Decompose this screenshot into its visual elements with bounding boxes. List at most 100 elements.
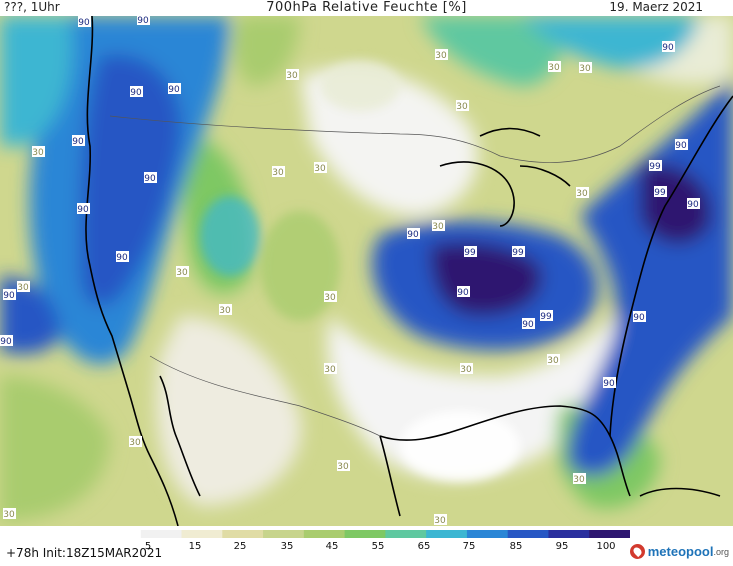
contour-label: 99	[540, 310, 553, 322]
contour-label: 90	[72, 135, 85, 147]
valid-date-label: 19. Maerz 2021	[609, 0, 703, 14]
contour-label: 90	[522, 318, 535, 330]
colorbar-segment	[466, 530, 509, 538]
svg-text:90: 90	[72, 137, 84, 147]
svg-text:90: 90	[144, 174, 156, 184]
colorbar-tick-label: 45	[325, 541, 339, 552]
contour-label: 30	[17, 281, 30, 293]
contour-label: 30	[272, 166, 285, 178]
contour-label: 30	[32, 146, 45, 158]
colorbar	[100, 530, 630, 538]
svg-text:30: 30	[129, 438, 141, 448]
svg-text:90: 90	[3, 291, 15, 301]
contour-label: 99	[512, 246, 525, 258]
contour-label: 90	[0, 335, 13, 347]
contour-label: 90	[116, 251, 129, 263]
colorbar-segment	[548, 530, 590, 538]
svg-text:30: 30	[314, 164, 326, 174]
colorbar-tick-label: 65	[417, 541, 431, 552]
svg-text:90: 90	[603, 379, 615, 389]
contour-label: 30	[219, 304, 232, 316]
svg-text:99: 99	[649, 162, 661, 172]
contour-label: 30	[579, 62, 592, 74]
colorbar-tick-label: 55	[371, 541, 385, 552]
svg-text:90: 90	[130, 88, 142, 98]
contour-label: 90	[675, 139, 688, 151]
svg-text:30: 30	[17, 283, 29, 293]
svg-text:30: 30	[337, 462, 349, 472]
svg-text:30: 30	[3, 510, 15, 520]
colorbar-segment	[385, 530, 427, 538]
colorbar-tick-label: 85	[509, 541, 523, 552]
logo-pin-icon	[629, 544, 645, 559]
svg-text:99: 99	[654, 188, 666, 198]
svg-text:90: 90	[77, 205, 89, 215]
contour-label: 30	[3, 508, 16, 520]
contour-label: 30	[548, 61, 561, 73]
svg-text:30: 30	[432, 222, 444, 232]
colorbar-segment	[181, 530, 223, 538]
colorbar-segment	[344, 530, 386, 538]
svg-text:30: 30	[272, 168, 284, 178]
svg-text:90: 90	[662, 43, 674, 53]
contour-label: 30	[176, 266, 189, 278]
svg-text:99: 99	[512, 248, 524, 258]
svg-text:90: 90	[407, 230, 419, 240]
svg-text:90: 90	[522, 320, 534, 330]
contour-label: 90	[3, 289, 16, 301]
colorbar-tick-label: 15	[188, 541, 202, 552]
contour-label: 90	[144, 172, 157, 184]
svg-text:90: 90	[0, 337, 12, 347]
contour-label: 90	[137, 16, 150, 26]
meteopool-logo[interactable]: meteopool .org	[629, 544, 729, 559]
contour-label: 30	[286, 69, 299, 81]
colorbar-tick-label: 35	[280, 541, 294, 552]
contour-label: 30	[432, 220, 445, 232]
svg-text:30: 30	[576, 189, 588, 199]
contour-label: 90	[603, 377, 616, 389]
contour-label: 30	[129, 436, 142, 448]
svg-text:90: 90	[137, 16, 149, 26]
colorbar-tick-label: 5	[144, 541, 152, 552]
colorbar-segment	[222, 530, 264, 538]
svg-text:30: 30	[286, 71, 298, 81]
svg-text:30: 30	[434, 516, 446, 526]
contour-label: 30	[337, 460, 350, 472]
contour-label: 30	[576, 187, 589, 199]
colorbar-tick-label: 75	[462, 541, 476, 552]
contour-label: 99	[464, 246, 477, 258]
svg-text:30: 30	[324, 293, 336, 303]
colorbar-segment	[140, 530, 183, 538]
colorbar-segment	[589, 530, 630, 538]
svg-text:30: 30	[32, 148, 44, 158]
contour-label: 90	[633, 311, 646, 323]
colorbar-segment	[303, 530, 346, 538]
colorbar-tick-label: 25	[233, 541, 247, 552]
svg-text:90: 90	[687, 200, 699, 210]
contour-label: 30	[547, 354, 560, 366]
coastlines	[85, 16, 733, 526]
contour-label: 90	[77, 203, 90, 215]
svg-text:99: 99	[540, 312, 552, 322]
svg-text:90: 90	[168, 85, 180, 95]
svg-text:90: 90	[457, 288, 469, 298]
logo-tld: .org	[713, 546, 729, 557]
svg-text:99: 99	[464, 248, 476, 258]
contour-label: 90	[407, 228, 420, 240]
svg-text:30: 30	[548, 63, 560, 73]
svg-text:30: 30	[579, 64, 591, 74]
contour-label: 30	[314, 162, 327, 174]
contour-label: 99	[649, 160, 662, 172]
contour-label: 30	[324, 291, 337, 303]
contour-label: 30	[573, 473, 586, 485]
humidity-detail	[200, 61, 520, 481]
contour-label: 99	[654, 186, 667, 198]
colorbar-segment	[426, 530, 468, 538]
logo-text: meteopool	[647, 544, 714, 559]
contour-label: 90	[168, 83, 181, 95]
colorbar-segment	[263, 530, 305, 538]
svg-text:30: 30	[219, 306, 231, 316]
